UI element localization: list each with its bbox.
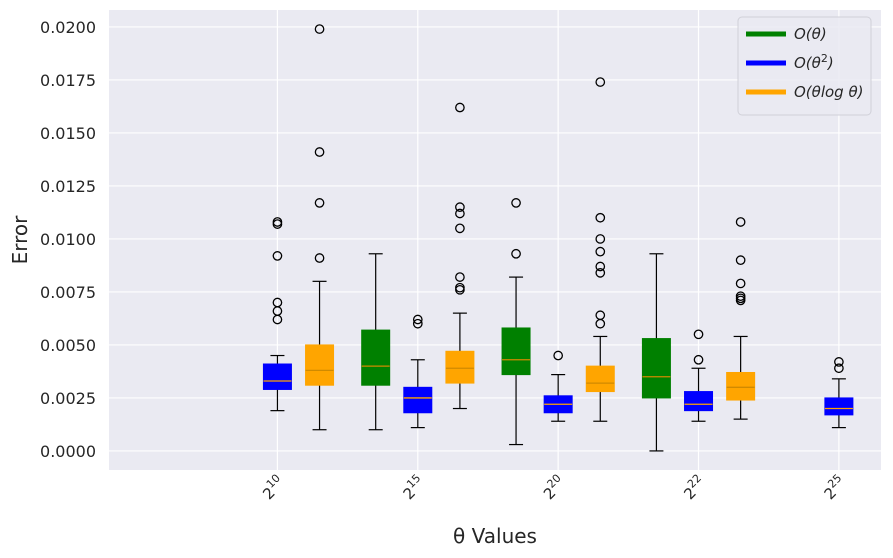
box-group (684, 329, 714, 422)
box-body (361, 329, 391, 386)
x-tick-label: 210 (257, 472, 288, 503)
outlier-point (272, 314, 283, 325)
box-body (403, 386, 433, 414)
box-group (824, 357, 854, 429)
outlier-point (272, 251, 283, 261)
x-tick-label: 222 (678, 472, 709, 503)
legend-label-main: O(θlog θ) (794, 83, 864, 101)
outlier-point (735, 217, 746, 227)
y-tick-label: 0.0175 (40, 71, 96, 90)
box-group (305, 24, 335, 431)
y-tick-label: 0.0100 (40, 230, 96, 249)
y-tick-label: 0.0150 (40, 124, 96, 143)
x-tick-label: 215 (397, 472, 428, 503)
box-body (445, 350, 475, 384)
y-axis-ticks: 0.0000 0.0025 0.0050 0.0075 0.0100 0.0125 0.01… (40, 18, 96, 461)
box-group (361, 253, 391, 431)
box-body (305, 344, 335, 386)
x-tick-label: 225 (819, 472, 850, 503)
y-tick-label: 0.0025 (40, 389, 96, 408)
outlier-point (511, 198, 521, 208)
outlier-point (595, 318, 606, 329)
y-tick-label: 0.0000 (40, 442, 96, 461)
box-body (684, 391, 714, 412)
y-tick-label: 0.0075 (40, 283, 96, 302)
outlier-point (693, 354, 704, 365)
outlier-point (314, 198, 325, 208)
box-group (585, 77, 615, 422)
outlier-point (314, 147, 325, 157)
legend-label-superscript: 2 (821, 52, 828, 65)
outlier-point (455, 223, 465, 234)
outlier-point (455, 102, 465, 113)
y-tick-label: 0.0050 (40, 336, 96, 355)
box-body (726, 371, 756, 401)
outlier-point (595, 268, 606, 278)
y-tick-label: 0.0200 (40, 18, 96, 37)
legend-label-main: O(θ (794, 54, 821, 72)
box-group (641, 253, 671, 452)
legend-label-tail: ) (827, 54, 834, 72)
legend-label: O(θ2) (794, 52, 834, 72)
outlier-point (595, 246, 606, 257)
outlier-point (595, 212, 606, 223)
outlier-point (455, 272, 465, 282)
box-series (262, 24, 854, 452)
outlier-point (272, 219, 283, 229)
outlier-point (595, 234, 606, 244)
x-axis-title: θ Values (453, 524, 537, 548)
box-body (262, 363, 292, 390)
box-body (585, 365, 615, 393)
outlier-point (412, 314, 423, 325)
legend-label: O(θ) (794, 25, 827, 43)
outlier-point (455, 202, 465, 212)
legend-label-main: O(θ) (794, 25, 827, 43)
outlier-point (735, 255, 746, 265)
outlier-point (455, 208, 465, 219)
outlier-point (553, 350, 564, 361)
box-group (403, 314, 433, 429)
outlier-point (314, 253, 325, 263)
outlier-point (511, 248, 521, 259)
y-tick-label: 0.0125 (40, 177, 96, 196)
outlier-point (693, 329, 704, 340)
outlier-point (314, 24, 325, 34)
legend-label: O(θlog θ) (794, 83, 864, 101)
box-group (445, 102, 475, 410)
x-axis-ticks: 210 215 220 222 225 (257, 472, 850, 503)
outlier-point (595, 77, 606, 87)
x-tick-label: 220 (538, 472, 569, 503)
box-body (641, 338, 671, 399)
box-group (543, 350, 573, 422)
box-group (501, 198, 531, 446)
outlier-point (412, 318, 423, 329)
legend: O(θ)O(θ2)O(θlog θ) (737, 16, 872, 116)
outlier-point (735, 295, 746, 306)
outlier-point (455, 284, 465, 295)
outlier-point (735, 278, 746, 289)
outlier-point (834, 363, 844, 374)
outlier-point (595, 261, 606, 272)
box-group (262, 217, 292, 412)
box-body (824, 397, 854, 416)
box-group (726, 217, 756, 420)
outlier-point (834, 357, 844, 367)
box-body (501, 327, 531, 376)
y-axis-title: Error (8, 215, 32, 265)
